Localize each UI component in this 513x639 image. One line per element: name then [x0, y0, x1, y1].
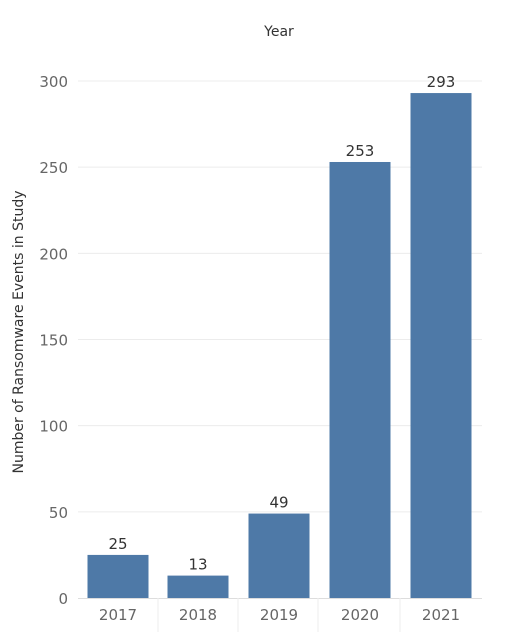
data-label-2018: 13 — [188, 556, 207, 574]
x-tick-label-2020: 2020 — [341, 606, 379, 624]
y-tick-label-100: 100 — [39, 418, 68, 436]
y-tick-label-150: 150 — [39, 332, 68, 350]
y-tick-label-50: 50 — [49, 504, 68, 522]
data-label-2017: 25 — [108, 535, 127, 553]
x-tick-label-2021: 2021 — [422, 606, 460, 624]
x-tick-label-2017: 2017 — [99, 606, 137, 624]
bar-2020 — [329, 161, 391, 598]
y-axis-ticks: 0 50 100 150 200 250 300 — [39, 73, 68, 608]
x-tick-label-2019: 2019 — [260, 606, 298, 624]
bars — [87, 93, 472, 599]
data-labels: 25 13 49 253 293 — [108, 73, 455, 574]
x-axis-ticks: 2017 2018 2019 2020 2021 — [99, 606, 460, 624]
gridlines — [78, 80, 482, 632]
y-axis-title: Number of Ransomware Events in Study — [11, 190, 27, 473]
y-tick-label-0: 0 — [58, 590, 68, 608]
bar-2021 — [410, 93, 472, 599]
y-tick-label-300: 300 — [39, 73, 68, 91]
column-header-title: Year — [263, 24, 294, 40]
bar-2017 — [87, 554, 149, 598]
data-label-2021: 293 — [427, 73, 456, 91]
bar-2019 — [248, 513, 310, 598]
data-label-2020: 253 — [346, 142, 375, 160]
data-label-2019: 49 — [269, 494, 288, 512]
y-tick-label-250: 250 — [39, 159, 68, 177]
bar-2018 — [167, 575, 229, 598]
y-tick-label-200: 200 — [39, 245, 68, 263]
x-tick-label-2018: 2018 — [179, 606, 217, 624]
